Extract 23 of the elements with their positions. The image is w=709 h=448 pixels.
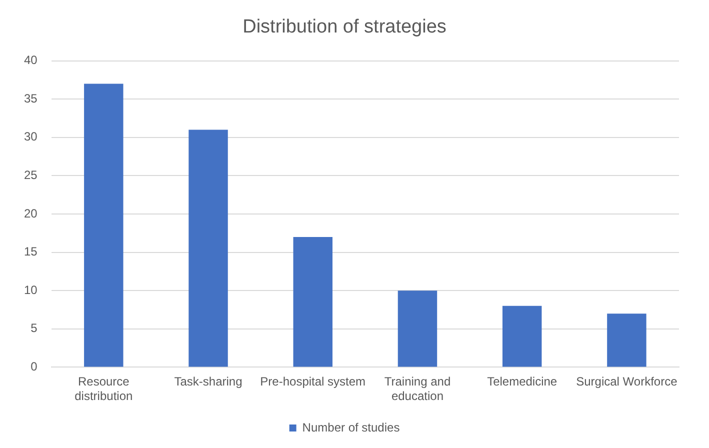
bar [607, 314, 646, 367]
x-tick-label: Telemedicine [487, 374, 558, 389]
bar [502, 306, 542, 367]
x-tick-label: Resource distribution [74, 374, 133, 404]
y-tick-label: 0 [30, 360, 38, 374]
y-tick-label: 10 [24, 282, 38, 297]
x-tick-label: Task-sharing [174, 374, 242, 389]
y-tick-label: 25 [24, 168, 38, 182]
bar [84, 84, 124, 367]
y-tick-label: 5 [30, 321, 38, 336]
x-tick-label: Surgical Workforce [576, 374, 678, 389]
y-tick-label: 40 [24, 53, 38, 68]
y-tick-label: 20 [24, 206, 38, 220]
chart-title: Distribution of strategies [242, 16, 446, 38]
bar [188, 130, 228, 367]
x-tick-label: Pre-hospital system [260, 374, 366, 389]
y-tick-label: 35 [24, 91, 38, 106]
bar [398, 290, 438, 367]
bar [293, 236, 332, 367]
y-tick-label: 15 [24, 244, 38, 259]
y-tick-label: 30 [24, 130, 38, 144]
x-tick-label: Training and education [384, 374, 451, 404]
legend-label: Number of studies [302, 420, 400, 434]
